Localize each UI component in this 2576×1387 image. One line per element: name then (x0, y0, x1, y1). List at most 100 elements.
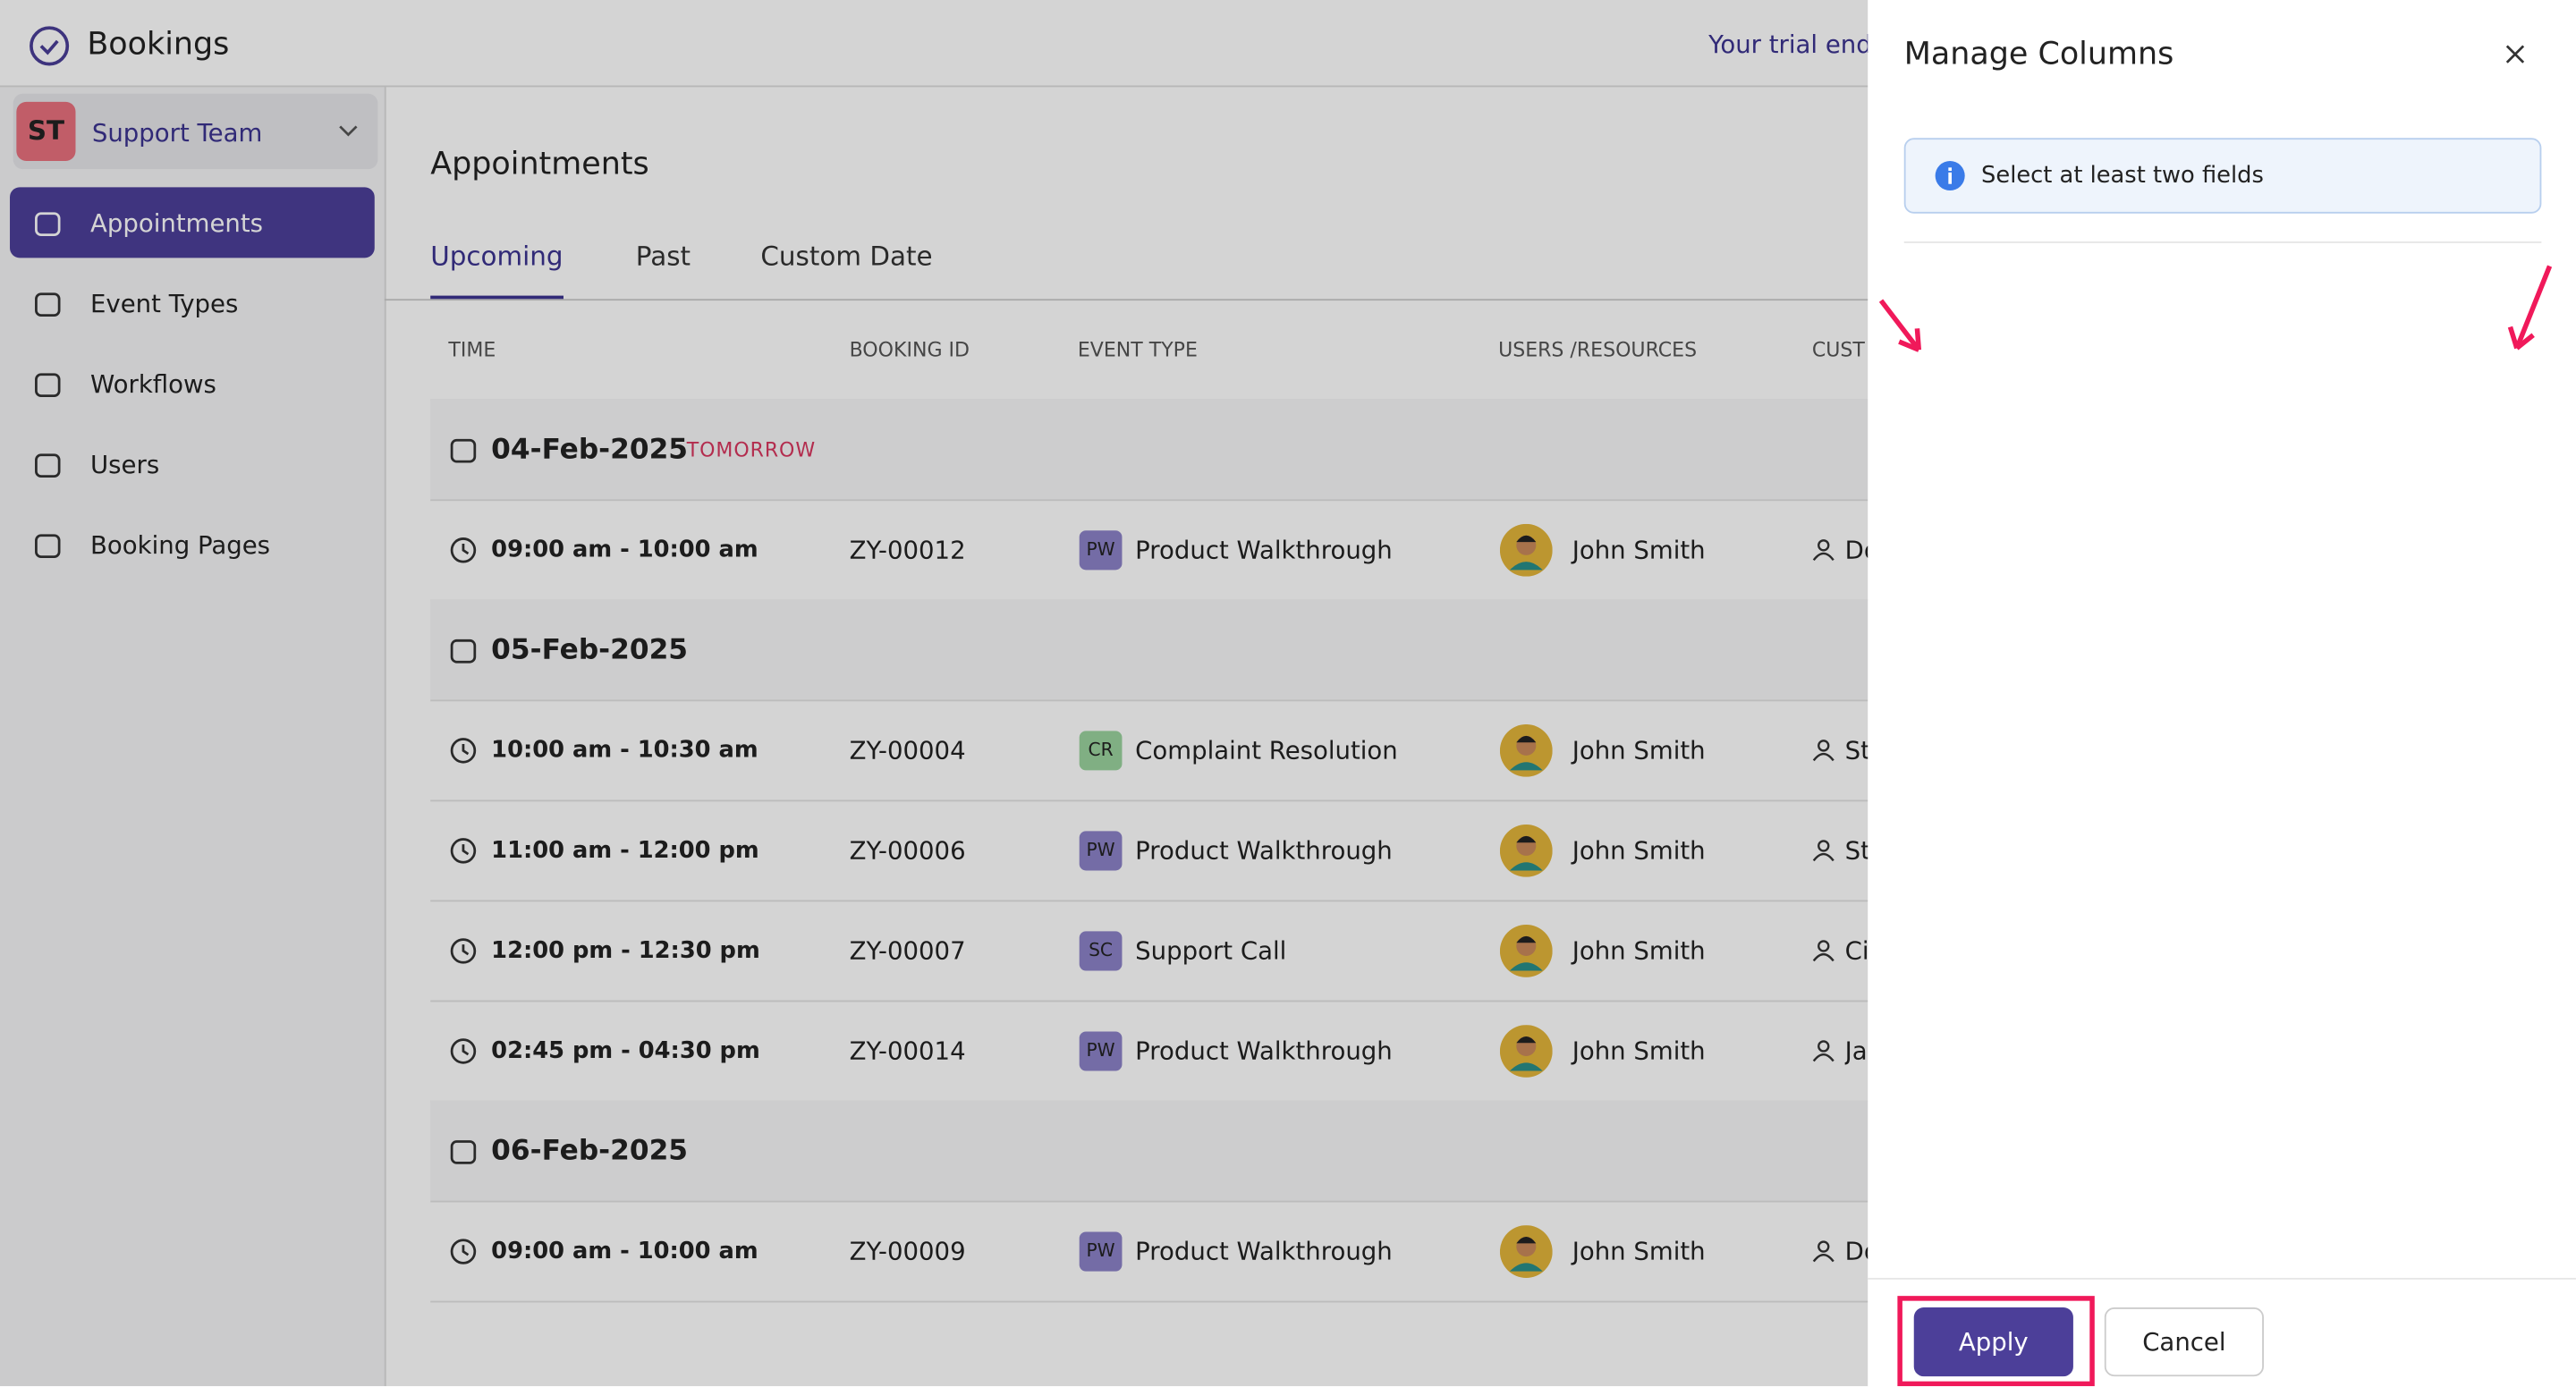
event-type[interactable]: Complaint Resolution (1135, 734, 1398, 765)
tab[interactable]: Past (635, 241, 691, 272)
customer: Do (1844, 534, 1868, 564)
nav-item[interactable]: Appointments (90, 208, 264, 239)
nav-item[interactable]: Users (90, 450, 160, 480)
clock-icon (447, 934, 480, 967)
customer: St (1844, 734, 1868, 765)
highlight-box (1897, 1296, 2095, 1387)
customer-icon (1807, 1034, 1840, 1067)
clock-icon (447, 733, 480, 766)
nav-icon (31, 287, 64, 320)
cancel-button[interactable]: Cancel (2104, 1307, 2264, 1377)
calendar-icon (447, 433, 480, 466)
customer: Do (1844, 1236, 1868, 1266)
nav-item[interactable]: Workflows (90, 369, 216, 400)
calendar-icon (447, 633, 480, 666)
apply-button[interactable]: Apply (1913, 1307, 2073, 1377)
team-avatar: ST (16, 101, 76, 161)
top-divider (0, 85, 1868, 88)
team-name: Support Team (91, 118, 263, 148)
info-icon (1935, 160, 1965, 191)
event-badge: PW (1079, 1231, 1123, 1271)
row-line (430, 1000, 1868, 1002)
sidebar (0, 85, 386, 1387)
event-type[interactable]: Product Walkthrough (1135, 534, 1393, 564)
customer-icon (1807, 733, 1840, 766)
column-header: EVENT TYPE (1077, 338, 1198, 362)
row-line (430, 1300, 1868, 1303)
column-header: BOOKING ID (849, 338, 970, 362)
info-box (1903, 138, 2542, 214)
column-header: TIME (448, 338, 496, 362)
clock-icon (447, 1034, 480, 1067)
customer-icon (1807, 833, 1840, 867)
row-line (430, 699, 1868, 702)
app-title: Bookings (87, 26, 230, 63)
column-header: CUST (1811, 338, 1865, 362)
time: 12:00 pm - 12:30 pm (491, 936, 760, 964)
group-row (430, 599, 1868, 700)
user: John Smith (1572, 935, 1706, 966)
nav-icon (31, 207, 64, 240)
booking-id: ZY-00012 (849, 534, 966, 564)
row-line (430, 900, 1868, 902)
avatar (1499, 824, 1553, 876)
trial-notice[interactable]: Your trial ends (1708, 30, 1868, 60)
close-button[interactable] (2504, 43, 2527, 66)
event-type[interactable]: Product Walkthrough (1135, 834, 1393, 866)
tab-underline (430, 295, 564, 300)
group-date: 05-Feb-2025 (491, 633, 689, 666)
customer: Ci (1844, 935, 1868, 966)
user: John Smith (1572, 534, 1706, 564)
customer: Ja (1844, 1036, 1868, 1066)
event-type[interactable]: Support Call (1135, 935, 1287, 966)
time: 09:00 am - 10:00 am (491, 1237, 758, 1264)
tab-line (384, 299, 1868, 301)
event-type[interactable]: Product Walkthrough (1135, 1236, 1393, 1266)
time: 09:00 am - 10:00 am (491, 536, 758, 563)
clock-icon (447, 533, 480, 566)
customer-icon (1807, 934, 1840, 967)
nav-icon (31, 368, 64, 401)
booking-id: ZY-00009 (849, 1236, 966, 1266)
user: John Smith (1572, 1236, 1706, 1266)
clock-icon (447, 1234, 480, 1267)
tab[interactable]: Upcoming (430, 241, 564, 272)
event-badge: PW (1079, 830, 1123, 870)
tab[interactable]: Custom Date (760, 241, 933, 272)
booking-id: ZY-00007 (849, 935, 966, 966)
booking-id: ZY-00014 (849, 1036, 966, 1066)
overlay[interactable] (0, 0, 1868, 1387)
time: 11:00 am - 12:00 pm (491, 836, 759, 864)
column-header: USERS /RESOURCES (1498, 338, 1698, 362)
separator (1903, 241, 2542, 243)
page-title: Appointments (430, 146, 649, 182)
event-badge: SC (1079, 930, 1123, 970)
event-type[interactable]: Product Walkthrough (1135, 1036, 1393, 1066)
date-tag: TOMORROW (686, 437, 817, 461)
info-text: Select at least two fields (1981, 162, 2264, 190)
nav-item[interactable]: Booking Pages (90, 530, 271, 561)
panel-title: Manage Columns (1903, 36, 2174, 72)
avatar (1499, 1024, 1553, 1077)
footer-line (1868, 1277, 2576, 1280)
chevron (339, 125, 358, 137)
booking-id: ZY-00006 (849, 834, 966, 866)
row-line (430, 1200, 1868, 1203)
row-line (430, 799, 1868, 802)
time: 02:45 pm - 04:30 pm (491, 1036, 760, 1064)
avatar (1499, 1224, 1553, 1278)
event-badge: PW (1079, 529, 1123, 570)
nav-icon (31, 529, 64, 562)
customer-icon (1807, 533, 1840, 566)
clock-icon (447, 833, 480, 867)
nav-icon (31, 448, 64, 481)
user: John Smith (1572, 834, 1706, 866)
customer-icon (1807, 1234, 1840, 1267)
nav-item[interactable]: Event Types (90, 289, 239, 319)
group-row (430, 399, 1868, 500)
row-line (430, 499, 1868, 502)
avatar (1499, 723, 1553, 776)
group-row (430, 1100, 1868, 1201)
nav-active[interactable] (10, 187, 375, 258)
